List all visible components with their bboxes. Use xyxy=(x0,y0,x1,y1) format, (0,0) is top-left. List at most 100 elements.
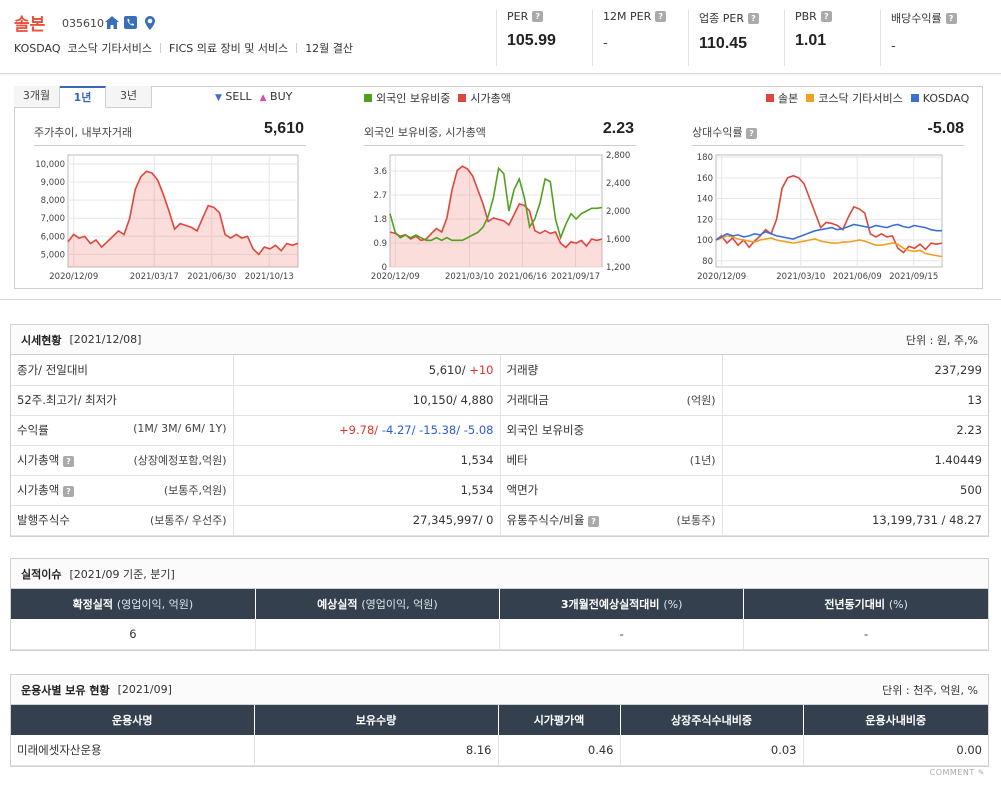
unit-label: 단위 : 천주, 억원, % xyxy=(882,683,978,697)
fics-label: FICS 의료 장비 및 서비스 xyxy=(169,42,289,55)
home-icon[interactable] xyxy=(104,15,119,30)
location-pin-icon[interactable] xyxy=(142,15,157,30)
tab-3m[interactable]: 3개월 xyxy=(14,86,60,108)
unit-label: 단위 : 원, 주,% xyxy=(905,333,978,347)
x-tick-label: 2021/09/17 xyxy=(551,272,600,282)
series-line xyxy=(67,170,299,256)
legend-buy[interactable]: ▲ BUY xyxy=(260,90,293,103)
cell-value: 1,534 xyxy=(460,483,494,497)
help-icon[interactable]: ? xyxy=(62,456,74,467)
metric-dividend-yield: 배당수익률? - xyxy=(880,10,990,66)
help-icon[interactable]: ? xyxy=(820,11,832,22)
column-header: 시가평가액 xyxy=(498,705,621,735)
legend-foreign-ratio[interactable]: 외국인 보유비중 xyxy=(364,90,450,106)
y-tick-label: 2.7 xyxy=(373,191,387,201)
table-row: 발행주식수 (보통주/ 우선주) 27,345,997/ 0 유통주식수/비율 ? (… xyxy=(11,505,988,536)
y-tick-label-right: 1,600 xyxy=(606,235,630,245)
legend-trades: ▼ SELL ▲ BUY xyxy=(215,90,292,103)
row-value: 1,534 xyxy=(233,445,501,476)
market-label: KOSDAQ xyxy=(14,41,61,55)
series-line xyxy=(715,223,942,241)
header-sub: (영업이익, 억원) xyxy=(116,598,194,611)
row-label: 유통주식수/비율 ? (보통주) xyxy=(500,505,723,536)
legend-kosdaq-service[interactable]: 코스닥 기타서비스 xyxy=(806,90,903,106)
x-tick-label: 2021/09/15 xyxy=(889,272,938,282)
row-value: 1,534 xyxy=(233,475,501,506)
table-cell: 0.03 xyxy=(620,735,804,766)
row-label: 거래대금 (억원) xyxy=(500,385,723,416)
help-icon[interactable]: ? xyxy=(588,516,600,527)
y-tick-label: 0 xyxy=(382,263,387,273)
section-title: 시세현황 xyxy=(21,333,62,347)
metric-pbr: PBR? 1.01 xyxy=(784,10,880,66)
help-icon[interactable]: ? xyxy=(655,11,667,22)
settlement-label: 12월 결산 xyxy=(305,42,354,55)
label-text: 수익률 xyxy=(17,423,49,437)
row-label: 수익률 (1M/ 3M/ 6M/ 1Y) xyxy=(11,415,234,446)
header-main: 예상실적 xyxy=(317,598,358,611)
divider xyxy=(296,43,298,53)
section-title: 실적이슈 xyxy=(21,567,62,581)
row-label: 시가총액 ? (보통주,억원) xyxy=(11,475,234,506)
column-header: 상장주식수내비중 xyxy=(620,705,804,735)
row-value: 5,610/ +10 xyxy=(233,355,501,386)
phone-icon[interactable] xyxy=(123,15,138,30)
table-row: 6 - - xyxy=(11,619,988,650)
legend-foreign: 외국인 보유비중 시가총액 xyxy=(364,90,511,106)
column-header: 전년동기대비 (%) xyxy=(743,589,988,619)
metric-value: - xyxy=(891,39,896,54)
row-label: 종가/ 전일대비 xyxy=(11,355,234,386)
legend-swatch xyxy=(766,94,774,102)
row-label: 발행주식수 (보통주/ 우선주) xyxy=(11,505,234,536)
row-label: 외국인 보유비중 xyxy=(500,415,723,446)
cell-value: 5,610/ xyxy=(428,362,466,377)
y-tick-label: 100 xyxy=(697,236,713,246)
help-icon[interactable]: ? xyxy=(747,12,759,24)
legend-label: 시가총액 xyxy=(470,92,511,105)
legend-label: SELL xyxy=(225,90,252,103)
help-icon[interactable]: ? xyxy=(532,11,544,22)
help-icon[interactable]: ? xyxy=(62,486,74,497)
legend-relative: 솔본 코스닥 기타서비스 KOSDAQ xyxy=(766,90,969,106)
x-tick-label: 2021/06/09 xyxy=(833,272,882,282)
section-date: [2021/09] xyxy=(117,683,172,696)
stock-code: 035610 xyxy=(62,17,104,30)
tab-1y[interactable]: 1년 xyxy=(60,86,106,108)
price-chart[interactable]: 10,000 9,000 8,000 7,000 6,000 5,000 2020/12/0… xyxy=(30,150,320,285)
tab-3y[interactable]: 3년 xyxy=(106,86,152,108)
plot-area xyxy=(67,154,299,268)
label-text: 종가/ 전일대비 xyxy=(17,362,89,377)
fund-name: 미래에셋자산운용 xyxy=(11,735,255,766)
metric-value: 105.99 xyxy=(507,32,556,49)
table-cell: 0.46 xyxy=(498,735,621,766)
up-triangle-icon: ▲ xyxy=(259,93,267,103)
legend-kosdaq[interactable]: KOSDAQ xyxy=(910,92,969,105)
help-icon[interactable]: ? xyxy=(746,128,758,139)
table-row: 종가/ 전일대비 5,610/ +10 거래량 237,299 xyxy=(11,355,988,386)
legend-market-cap[interactable]: 시가총액 xyxy=(458,90,511,106)
comment-link[interactable]: COMMENT ✎ xyxy=(929,768,985,777)
table-row: 시가총액 ? (보통주,억원) 1,534 액면가 500 xyxy=(11,475,988,506)
y-tick-label: 180 xyxy=(697,153,713,163)
y-tick-label: 9,000 xyxy=(41,178,65,188)
fund-holdings-table: 운용사명 보유수량 시가평가액 상장주식수내비중 운용사내비중 미래에셋자산운용… xyxy=(11,705,988,766)
header-sub: (영업이익, 억원) xyxy=(361,598,438,611)
foreign-chart[interactable]: 3.6 2.7 1.8 0.9 0 2,800 2,400 2,000 1,600 1,200 20… xyxy=(360,150,640,285)
label-note: (억원) xyxy=(686,394,716,407)
legend-solborn[interactable]: 솔본 xyxy=(766,90,798,106)
company-classification: KOSDAQ 코스닥 기타서비스 FICS 의료 장비 및 서비스 12월 결산 xyxy=(14,40,353,56)
section-date: [2021/12/08] xyxy=(69,333,142,346)
metric-per: PER? 105.99 xyxy=(496,10,592,66)
relative-chart-value: -5.08 xyxy=(927,120,964,137)
legend-sell[interactable]: ▼ SELL xyxy=(215,90,252,103)
label-note: (보통주/ 우선주) xyxy=(149,514,227,527)
row-label: 액면가 xyxy=(500,475,723,506)
divider xyxy=(160,43,161,53)
help-icon[interactable]: ? xyxy=(945,12,957,24)
y-tick-label: 1.8 xyxy=(373,215,387,225)
chart-panel xyxy=(14,86,983,289)
relative-return-chart[interactable]: 180 160 140 120 100 80 2020/12/09 2021/03/10 202… xyxy=(688,150,968,285)
series-line xyxy=(389,166,603,242)
price-chart-title: 주가추이, 내부자거래 xyxy=(34,126,133,139)
y-tick-label: 10,000 xyxy=(35,160,65,170)
